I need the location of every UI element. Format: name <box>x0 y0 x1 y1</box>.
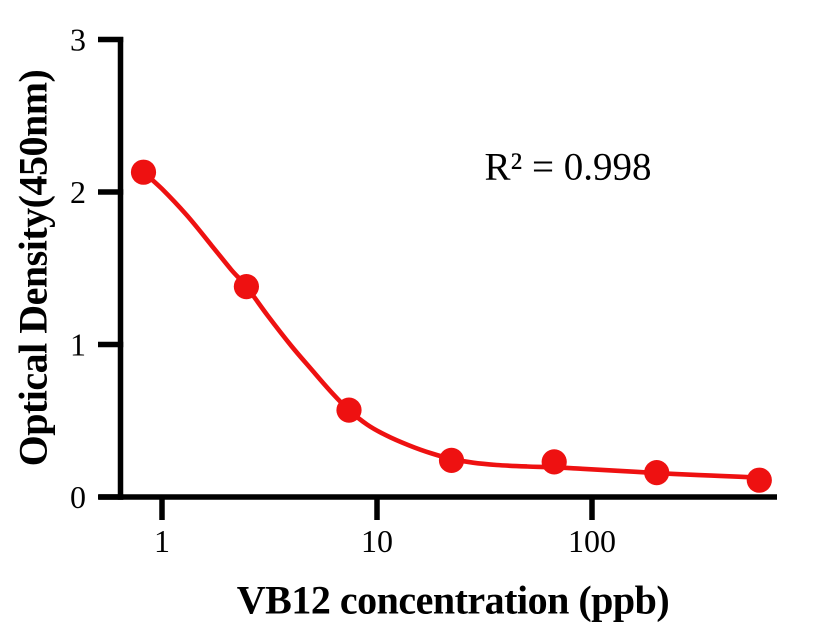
x-tick-label: 1 <box>154 523 170 559</box>
y-tick-label: 3 <box>70 22 86 58</box>
data-point <box>644 460 670 486</box>
y-tick-label: 2 <box>70 174 86 210</box>
x-tick-label: 10 <box>361 523 393 559</box>
data-point <box>130 159 157 185</box>
fit-curve <box>141 169 765 481</box>
y-tick-label: 1 <box>70 327 86 363</box>
data-point <box>336 397 362 423</box>
x-tick-label: 100 <box>568 523 616 559</box>
y-tick-label: 0 <box>70 479 86 515</box>
data-point <box>746 467 772 493</box>
data-point <box>438 447 465 473</box>
data-point <box>541 449 567 475</box>
x-axis-title: VB12 concentration (ppb) <box>236 577 670 623</box>
r-squared-annotation: R² = 0.998 <box>484 145 652 189</box>
y-axis-title: Optical Density(450nm) <box>10 69 56 467</box>
data-point <box>233 274 259 300</box>
